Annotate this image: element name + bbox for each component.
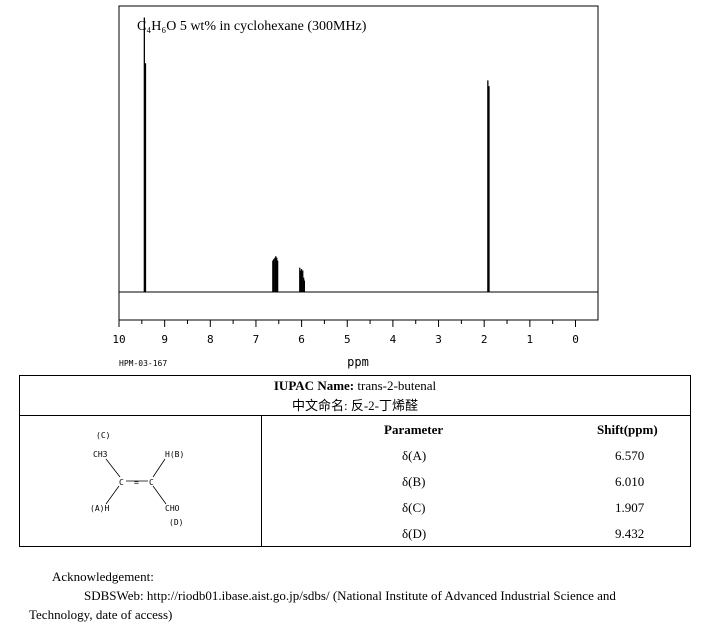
iupac-line: IUPAC Name: trans-2-butenal <box>20 378 690 394</box>
tick-label-10: 10 <box>112 333 125 346</box>
param-c: δ(C) <box>402 500 426 515</box>
tick-label-2: 2 <box>481 333 488 346</box>
param-a: δ(A) <box>402 448 427 463</box>
tick-label-1: 1 <box>527 333 534 346</box>
bond-lines <box>105 458 167 505</box>
iupac-label: IUPAC Name: <box>273 378 355 393</box>
param-d: δ(D) <box>402 526 427 541</box>
label-ch3: CH3 <box>93 450 108 459</box>
param-b: δ(B) <box>402 474 426 489</box>
nmr-spectrum-chart: C₄H₆O 5 wt% in cyclohexane (300MHz) 10 9 8… <box>112 5 599 369</box>
label-d: (D) <box>169 518 183 527</box>
param-header: Parameter <box>384 422 444 437</box>
compound-table: IUPAC Name: trans-2-butenal 中文命名: 反-2-丁烯… <box>19 375 691 547</box>
chinese-name-line: 中文命名: 反-2-丁烯醛 <box>20 395 690 414</box>
tick-label-3: 3 <box>435 333 442 346</box>
ack-line2: Technology, date of access) <box>29 607 173 622</box>
shift-d: 9.432 <box>615 526 645 541</box>
chinese-value: 反-2-丁烯醛 <box>350 398 419 413</box>
label-hb: H(B) <box>165 450 184 459</box>
iupac-value: trans-2-butenal <box>357 378 437 393</box>
tick-label-8: 8 <box>207 333 214 346</box>
x-axis-label: ppm <box>347 355 369 369</box>
name-header: IUPAC Name: trans-2-butenal 中文命名: 反-2-丁烯… <box>20 376 690 416</box>
plot-frame <box>118 5 599 321</box>
shift-c: 1.907 <box>615 500 645 515</box>
x-axis-ticks: 10 9 8 7 6 5 4 3 2 1 0 <box>112 320 579 346</box>
tick-label-5: 5 <box>344 333 351 346</box>
chinese-label: 中文命名: <box>291 398 348 413</box>
chart-title: C₄H₆O 5 wt% in cyclohexane (300MHz) <box>137 19 367 34</box>
tick-label-4: 4 <box>390 333 397 346</box>
atom-c-left: C <box>119 478 124 487</box>
shift-b: 6.010 <box>615 474 645 489</box>
ack-title: Acknowledgement: <box>52 569 154 584</box>
shift-a: 6.570 <box>615 448 645 463</box>
tick-label-7: 7 <box>253 333 260 346</box>
peaks-group <box>143 17 490 292</box>
label-ah: (A)H <box>90 504 109 513</box>
shift-header: Shift(ppm) <box>597 422 658 437</box>
label-c: (C) <box>96 431 110 440</box>
atom-c-right: C <box>149 478 154 487</box>
spectrum-code: HPM-03-167 <box>119 359 167 368</box>
structure-cell: (C) CH3 H(B) C = C (A)H CHO (D) <box>20 415 262 546</box>
tick-label-9: 9 <box>161 333 168 346</box>
ack-line1: SDBSWeb: http://riodb01.ibase.aist.go.jp… <box>84 588 616 603</box>
tick-label-0: 0 <box>572 333 579 346</box>
double-bond: = <box>134 478 139 487</box>
tick-label-6: 6 <box>298 333 305 346</box>
structure-diagram: (C) CH3 H(B) C = C (A)H CHO (D) <box>90 431 184 527</box>
label-cho: CHO <box>165 504 180 513</box>
